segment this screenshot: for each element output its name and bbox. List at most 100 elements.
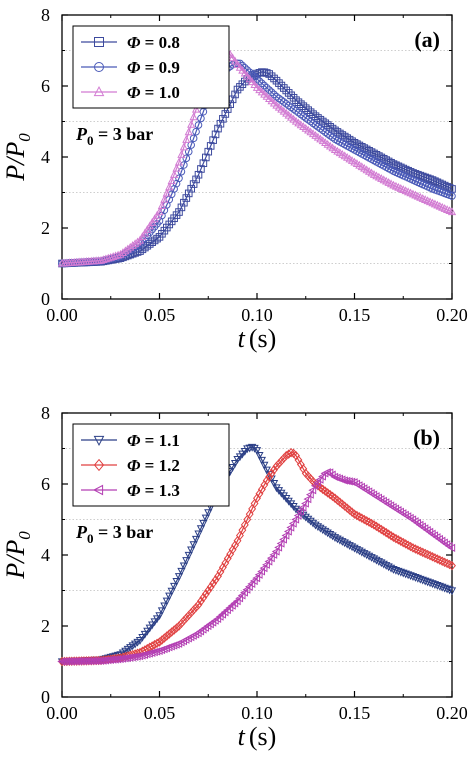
data-point <box>347 477 356 486</box>
data-point <box>287 91 295 100</box>
data-point <box>274 543 283 552</box>
data-point <box>414 170 422 179</box>
data-point <box>326 131 334 140</box>
data-point <box>448 192 456 200</box>
data-point <box>265 86 273 94</box>
data-point <box>413 545 422 555</box>
data-point <box>262 83 271 92</box>
data-point <box>401 539 410 549</box>
data-point <box>135 652 144 661</box>
pressure-annotation: P0 = 3 bar <box>75 124 153 148</box>
data-point <box>389 566 398 574</box>
data-point <box>270 90 278 99</box>
data-point <box>152 615 162 624</box>
data-point <box>283 527 292 536</box>
data-point <box>162 188 171 197</box>
data-point <box>282 450 291 461</box>
data-point <box>323 130 332 138</box>
data-point <box>294 98 303 106</box>
data-point <box>311 121 320 129</box>
data-point <box>235 594 244 603</box>
data-point <box>262 560 270 569</box>
data-point <box>143 627 152 636</box>
data-point <box>196 596 205 606</box>
series-3 <box>57 468 456 666</box>
data-point <box>382 527 391 538</box>
data-point <box>301 114 310 122</box>
data-point <box>235 62 245 71</box>
panel-a-chart: 0.00 0.05 0.10 0.15 0.20 0 2 4 6 8 t (s) P/P0 Φ = 0.8… <box>1 5 468 353</box>
data-point <box>262 466 271 475</box>
data-point <box>214 124 222 133</box>
data-point <box>301 513 310 522</box>
data-point <box>435 555 444 565</box>
data-point <box>187 184 195 193</box>
data-point <box>216 119 225 128</box>
data-point <box>425 579 435 588</box>
data-point <box>399 569 408 578</box>
data-point <box>81 656 90 666</box>
data-point <box>275 79 283 87</box>
series-line <box>61 451 453 663</box>
legend-marker <box>93 435 105 447</box>
legend-marker <box>92 484 104 496</box>
data-point <box>165 592 174 601</box>
data-point <box>445 586 454 595</box>
data-point <box>150 618 159 627</box>
data-point <box>266 553 275 563</box>
data-point <box>443 182 451 191</box>
data-point <box>292 96 300 105</box>
data-point <box>305 490 314 499</box>
data-point <box>279 535 287 544</box>
data-point <box>199 592 208 603</box>
data-point <box>418 576 427 585</box>
data-point <box>426 550 435 561</box>
data-point <box>365 517 374 527</box>
data-point <box>304 515 313 524</box>
data-point <box>384 529 393 539</box>
data-point <box>187 119 196 128</box>
data-point <box>315 475 324 484</box>
data-point <box>438 556 447 566</box>
data-point <box>438 583 447 592</box>
data-point <box>142 650 151 659</box>
data-point <box>147 648 156 657</box>
data-point <box>430 553 439 563</box>
data-point <box>86 656 95 666</box>
data-point <box>243 71 252 80</box>
data-point <box>211 575 220 585</box>
data-point <box>149 648 158 657</box>
data-point <box>367 518 376 529</box>
data-point <box>233 59 242 68</box>
data-point <box>269 550 278 559</box>
data-point <box>206 582 215 592</box>
data-point <box>396 568 405 577</box>
data-point <box>231 90 239 99</box>
data-point <box>438 180 447 189</box>
data-point <box>389 532 398 542</box>
data-point <box>71 657 80 666</box>
data-point <box>160 633 169 643</box>
data-point <box>177 618 186 629</box>
data-point <box>267 468 276 479</box>
data-point <box>372 521 381 532</box>
data-point <box>145 649 153 658</box>
data-point <box>416 575 425 584</box>
data-point <box>230 56 240 65</box>
data-point <box>260 81 269 90</box>
data-point <box>191 535 201 544</box>
data-point <box>194 530 203 539</box>
data-point <box>242 585 251 594</box>
data-point <box>255 452 264 460</box>
data-point <box>174 573 184 582</box>
x-tick-label: 0.05 <box>144 703 176 723</box>
data-point <box>249 576 258 586</box>
data-point <box>197 165 205 173</box>
data-point <box>298 503 307 512</box>
data-point <box>155 207 164 216</box>
data-point <box>67 657 75 666</box>
data-point <box>192 602 201 613</box>
data-point <box>275 94 283 103</box>
data-point <box>162 597 171 606</box>
data-point <box>111 251 120 260</box>
